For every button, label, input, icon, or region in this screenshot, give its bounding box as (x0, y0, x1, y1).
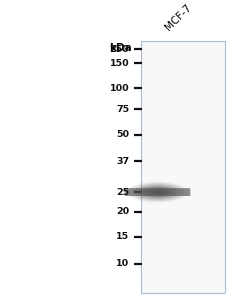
Text: 25: 25 (116, 188, 129, 196)
Ellipse shape (138, 186, 177, 199)
Text: 250: 250 (109, 45, 129, 54)
Text: 15: 15 (116, 232, 129, 242)
Ellipse shape (136, 185, 179, 200)
Ellipse shape (155, 191, 160, 193)
Text: kDa: kDa (109, 44, 132, 53)
Text: 37: 37 (116, 157, 129, 166)
Ellipse shape (156, 192, 159, 193)
Ellipse shape (144, 187, 172, 197)
Ellipse shape (151, 190, 164, 194)
Ellipse shape (141, 187, 174, 198)
FancyBboxPatch shape (125, 188, 190, 196)
Ellipse shape (150, 190, 165, 195)
Ellipse shape (152, 190, 163, 194)
Text: 100: 100 (109, 84, 129, 93)
Ellipse shape (145, 188, 170, 197)
FancyBboxPatch shape (141, 41, 225, 293)
Text: 10: 10 (116, 259, 129, 268)
Ellipse shape (135, 184, 181, 200)
Ellipse shape (142, 187, 173, 197)
Text: MCF-7: MCF-7 (164, 2, 194, 32)
Ellipse shape (137, 185, 178, 199)
Ellipse shape (146, 188, 169, 196)
Text: 150: 150 (109, 58, 129, 68)
Text: 75: 75 (116, 105, 129, 114)
Ellipse shape (147, 189, 168, 196)
Ellipse shape (140, 186, 176, 198)
Ellipse shape (149, 189, 167, 195)
Text: 50: 50 (116, 130, 129, 139)
Text: 20: 20 (116, 207, 129, 216)
Ellipse shape (154, 191, 161, 194)
Ellipse shape (133, 184, 182, 200)
